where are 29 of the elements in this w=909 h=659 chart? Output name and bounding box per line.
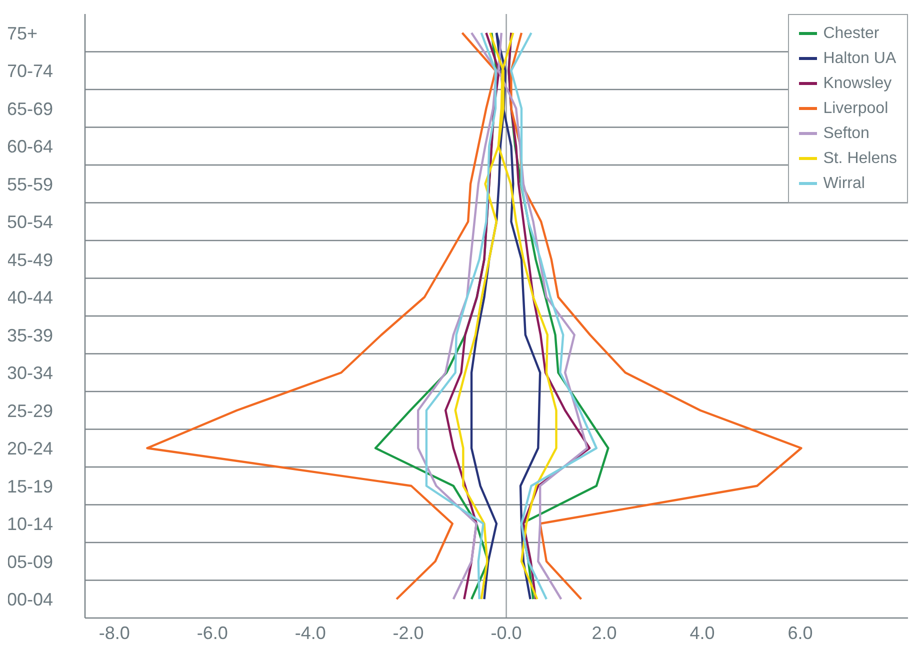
x-tick-label: -4.0 (294, 622, 326, 643)
x-tick-label: -0.0 (490, 622, 522, 643)
y-tick-label: 15-19 (7, 476, 54, 496)
x-tick-label: 4.0 (690, 622, 715, 643)
x-tick-label: -8.0 (98, 622, 130, 643)
y-tick-label: 10-14 (7, 514, 54, 534)
y-tick-label: 30-34 (7, 363, 54, 384)
legend-label: Liverpool (823, 100, 888, 118)
legend-label: Chester (823, 24, 880, 42)
y-tick-label: 70-74 (7, 61, 54, 82)
x-tick-label: 6.0 (788, 622, 813, 643)
legend-label: Halton UA (823, 50, 896, 68)
y-tick-label: 05-09 (7, 552, 54, 572)
y-tick-label: 65-69 (7, 98, 54, 119)
y-tick-label: 50-54 (7, 212, 54, 232)
y-tick-label: 75+ (7, 23, 38, 44)
y-tick-label: 20-24 (7, 438, 54, 459)
x-tick-label: -2.0 (392, 622, 424, 643)
y-tick-label: 25-29 (7, 400, 54, 421)
legend-label: Knowsley (823, 74, 892, 92)
y-tick-label: 00-04 (7, 590, 54, 610)
legend-label: Wirral (823, 174, 865, 192)
legend-label: St. Helens (823, 150, 897, 168)
y-tick-label: 35-39 (7, 325, 54, 346)
x-tick-label: -6.0 (196, 622, 228, 643)
legend-label: Sefton (823, 124, 870, 142)
y-tick-label: 60-64 (7, 136, 54, 157)
y-tick-label: 55-59 (7, 174, 54, 194)
x-tick-label: 2.0 (592, 622, 617, 643)
